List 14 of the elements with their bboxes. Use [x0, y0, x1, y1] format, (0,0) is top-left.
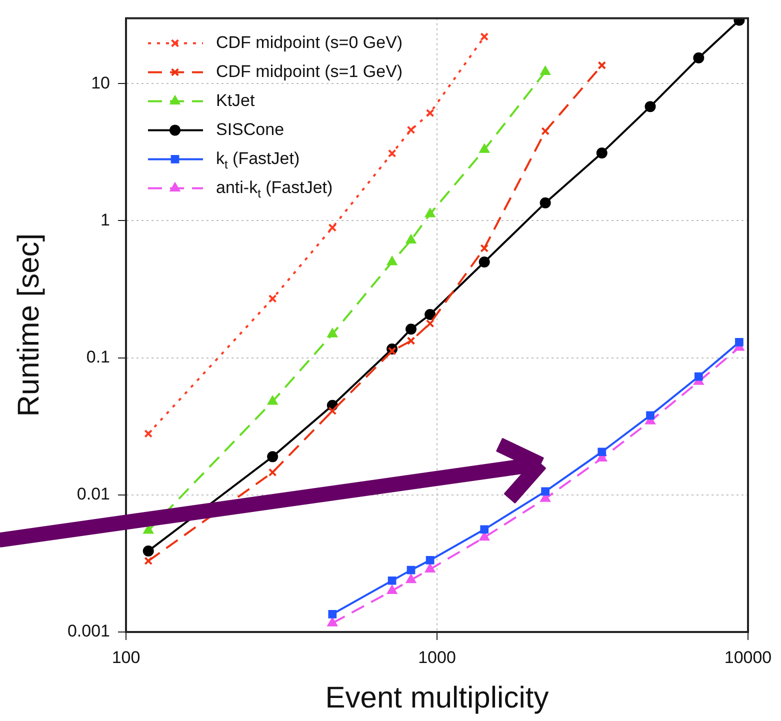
y-tick-label: 0.01	[76, 484, 110, 504]
y-axis-title: Runtime [sec]	[12, 233, 46, 417]
x-tick-label: 1000	[418, 648, 456, 667]
y-tick-label: 10	[91, 73, 110, 92]
x-axis-title: Event multiplicity	[325, 681, 549, 714]
y-tick-label: 1	[100, 210, 110, 230]
x-tick-label: 10000	[724, 648, 772, 667]
legend-label: CDF midpoint (s=1 GeV)	[216, 62, 403, 81]
legend-label: SISCone	[216, 120, 284, 139]
y-tick-label: 0.001	[67, 622, 110, 641]
legend-label: CDF midpoint (s=0 GeV)	[216, 32, 403, 52]
x-tick-label: 100	[112, 648, 140, 667]
y-tick-label: 0.1	[86, 347, 110, 366]
legend-label: KtJet	[216, 90, 256, 110]
